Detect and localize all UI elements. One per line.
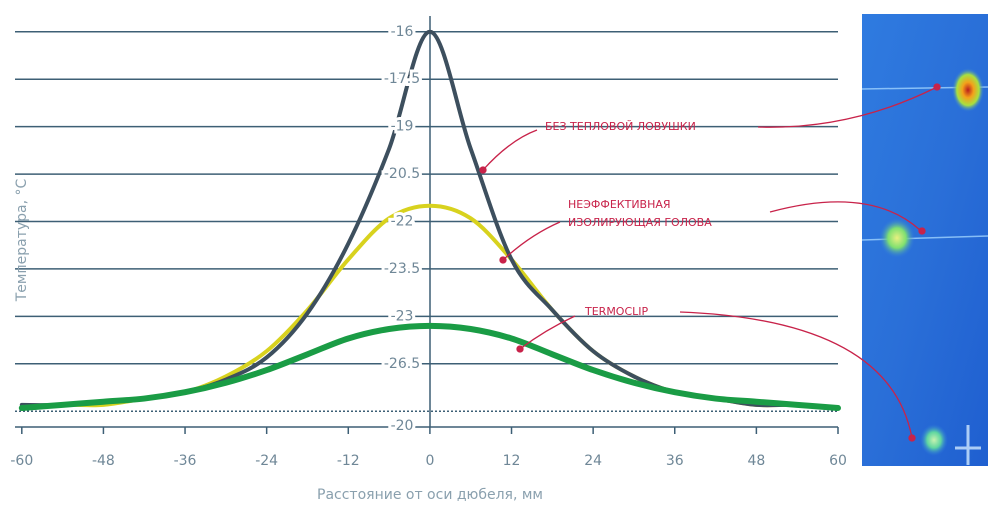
y-tick-label: -20 [391,418,414,434]
y-tick-label: -23 [391,308,414,324]
thermal-image [862,14,988,466]
x-tick-label: 0 [425,453,434,469]
grid [15,32,838,434]
x-tick-label: 24 [584,453,602,469]
y-tick-label: -22 [391,214,414,230]
x-tick-label: -60 [10,453,33,469]
y-tick-label: -26.5 [384,356,420,372]
x-tick-label: 36 [666,453,684,469]
chart: БЕЗ ТЕПЛОВОЙ ЛОВУШКИ НЕЭФФЕКТИВНАЯ ИЗОЛИ… [0,0,988,506]
annotation: ИЗОЛИРУЮЩАЯ ГОЛОВА [568,216,712,229]
y-axis-title: Температура, °С [14,179,30,303]
x-tick-label: -36 [174,453,197,469]
y-tick-label: -20.5 [384,166,420,182]
x-tick-label: 60 [829,453,847,469]
x-tick-label: 12 [503,453,521,469]
y-tick-label: -19 [391,119,414,135]
x-axis-title: Расстояние от оси дюбеля, мм [317,487,543,503]
y-tick-label: -23.5 [384,261,420,277]
x-tick-label: -24 [255,453,278,469]
annotation: НЕЭФФЕКТИВНАЯ [568,198,671,211]
x-tick-label: 48 [747,453,765,469]
annotation: БЕЗ ТЕПЛОВОЙ ЛОВУШКИ [545,120,696,133]
annotation: TERMOCLIP [584,305,649,318]
x-tick-label: -48 [92,453,115,469]
x-tick-label: -12 [337,453,360,469]
y-tick-label: -16 [391,24,414,40]
y-tick-label: -17.5 [384,71,420,87]
